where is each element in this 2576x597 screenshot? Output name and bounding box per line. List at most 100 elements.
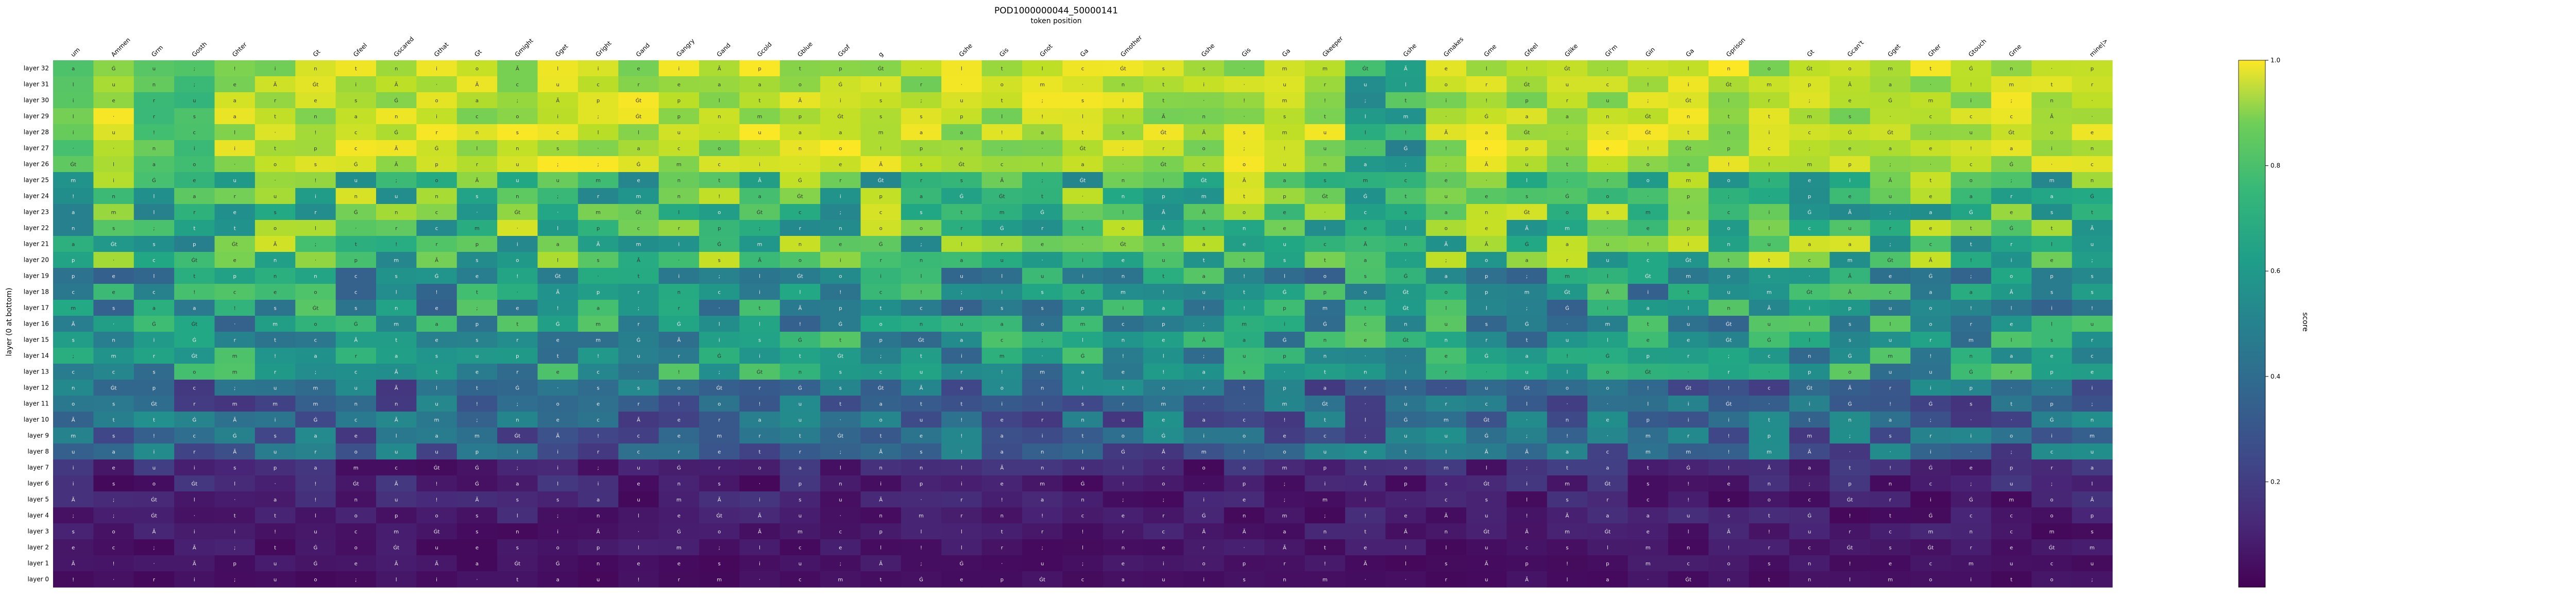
heatmap-cell-label: u: [960, 98, 963, 104]
heatmap-cell-label: n: [1727, 130, 1730, 136]
heatmap-cell-label: !: [718, 194, 720, 200]
heatmap-cell: [1224, 156, 1265, 173]
heatmap-cell-label: l: [1445, 306, 1447, 312]
heatmap-cell: [1789, 76, 1830, 93]
heatmap-cell-label: i: [1688, 418, 1689, 423]
heatmap-cell-label: ;: [2010, 178, 2012, 184]
heatmap-cell-label: n: [1122, 274, 1125, 280]
heatmap-cell: [578, 172, 619, 189]
heatmap-cell-label: i: [598, 66, 599, 72]
heatmap-cell-label: a: [1849, 242, 1852, 248]
heatmap-cell: [578, 220, 619, 236]
heatmap-cell-label: a: [1889, 418, 1892, 423]
heatmap-cell-label: ;: [961, 290, 962, 296]
heatmap-cell-label: p: [2050, 370, 2053, 376]
heatmap-cell-label: i: [840, 258, 841, 264]
heatmap-cell-label: i: [1647, 290, 1649, 296]
heatmap-cell-label: !: [1727, 450, 1730, 455]
heatmap-cell-label: a: [1606, 514, 1609, 519]
heatmap-cell: [1304, 188, 1346, 204]
heatmap-cell-label: o: [314, 322, 317, 328]
heatmap-cell: [820, 124, 861, 141]
heatmap-cell-label: Ġ: [1928, 513, 1933, 519]
heatmap-cell-label: c: [435, 210, 438, 216]
heatmap-cell: [335, 156, 377, 173]
heatmap-cell: [53, 124, 94, 141]
y-tick-label: layer 13: [24, 368, 49, 376]
heatmap-cell-label: s: [1849, 114, 1851, 120]
heatmap-cell-label: Ă: [1525, 576, 1529, 583]
heatmap-cell-label: e: [1404, 514, 1407, 519]
heatmap-cell: [1506, 140, 1548, 157]
heatmap-cell-label: c: [637, 450, 640, 455]
heatmap-cell-label: i: [598, 482, 599, 487]
heatmap-cell-label: Ġ: [475, 465, 479, 471]
heatmap-cell-label: o: [1849, 370, 1852, 376]
heatmap-cell: [133, 188, 175, 204]
heatmap-cell-label: ;: [234, 386, 235, 391]
heatmap-cell-label: ;: [1041, 178, 1043, 184]
heatmap-cell-label: ·: [1566, 322, 1568, 328]
heatmap-cell: [739, 172, 781, 189]
y-tick-label: layer 22: [24, 225, 49, 232]
heatmap-cell: [941, 188, 982, 204]
heatmap-cell-label: u: [516, 162, 519, 168]
heatmap-cell-label: s: [2050, 338, 2053, 344]
heatmap-cell-label: t: [274, 338, 276, 344]
heatmap-cell: [1426, 124, 1467, 141]
heatmap-cell-label: m: [1686, 274, 1691, 280]
heatmap-cell-label: p: [435, 162, 438, 168]
heatmap-cell: [779, 172, 821, 189]
y-tick-label: layer 24: [24, 193, 49, 200]
heatmap-cell-label: o: [1162, 386, 1165, 391]
heatmap-cell-label: ·: [2010, 418, 2012, 423]
heatmap-cell-label: p: [597, 290, 600, 296]
heatmap-cell-label: n: [354, 402, 358, 407]
heatmap-cell-label: Ġ: [192, 337, 196, 344]
heatmap-cell-label: !: [516, 274, 518, 280]
heatmap-cell: [1506, 108, 1548, 125]
heatmap-cell-label: c: [354, 370, 358, 376]
heatmap-cell-label: Ă: [1444, 241, 1448, 248]
heatmap-cell-label: Ă: [1808, 449, 1811, 455]
heatmap-cell-label: p: [1808, 370, 1811, 376]
heatmap-cell-label: e: [1929, 194, 1932, 200]
heatmap-cell-label: o: [1727, 561, 1730, 567]
heatmap-cell-label: u: [1404, 402, 1407, 407]
heatmap-cell-label: o: [879, 322, 883, 328]
heatmap-cell-label: i: [1122, 466, 1124, 471]
heatmap-cell: [1708, 220, 1750, 236]
heatmap-cell-label: Ġt: [313, 305, 319, 312]
heatmap-cell: [1547, 140, 1588, 157]
x-tick-label: Ga: [1079, 47, 1090, 58]
heatmap-cell: [1304, 204, 1346, 220]
heatmap-cell-label: Ġt: [232, 241, 238, 248]
heatmap-cell-label: p: [233, 561, 236, 567]
heatmap-cell-label: a: [556, 577, 560, 583]
heatmap-cell-label: c: [1768, 354, 1771, 360]
heatmap-cell-label: !: [1283, 418, 1285, 423]
heatmap-cell-label: ·: [274, 178, 276, 184]
heatmap-cell-label: s: [879, 114, 882, 120]
heatmap-cell-label: p: [1687, 226, 1690, 232]
heatmap-cell: [658, 204, 700, 220]
heatmap-cell-label: ;: [153, 226, 155, 232]
heatmap-cell-label: c: [193, 130, 196, 136]
heatmap-cell-label: s: [1526, 194, 1528, 200]
heatmap-cell-label: t: [880, 434, 882, 439]
heatmap-cell: [1345, 108, 1386, 125]
heatmap-cell-label: s: [314, 162, 317, 168]
heatmap-cell-label: ;: [1122, 498, 1124, 503]
heatmap-cell-label: u: [1525, 370, 1528, 376]
heatmap-cell-label: c: [1929, 114, 1933, 120]
heatmap-cell-label: a: [233, 98, 236, 104]
heatmap-cell-label: a: [1283, 530, 1286, 535]
heatmap-cell-label: ·: [920, 66, 922, 72]
heatmap-cell-label: s: [2091, 274, 2093, 280]
heatmap-cell-label: l: [1082, 114, 1083, 120]
heatmap-cell: [295, 220, 336, 236]
heatmap-cell-label: Ă: [395, 369, 398, 376]
heatmap-cell: [133, 60, 175, 77]
heatmap-cell-label: c: [677, 146, 681, 152]
heatmap-cell-label: i: [194, 466, 195, 471]
